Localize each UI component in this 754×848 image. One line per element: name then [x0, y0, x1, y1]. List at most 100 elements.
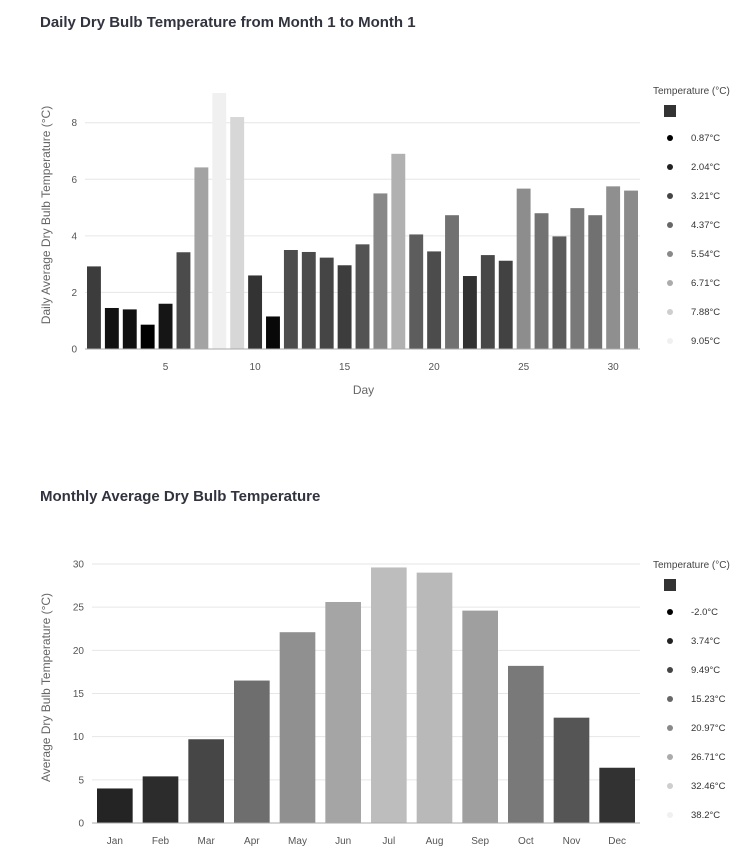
bar	[498, 260, 513, 349]
y-tick-label: 6	[71, 175, 77, 186]
legend-symbol	[667, 193, 673, 199]
x-tick-label: Mar	[198, 836, 216, 847]
bar	[301, 251, 316, 349]
legend-symbol	[667, 667, 673, 673]
legend-label: 0.87°C	[691, 133, 720, 144]
y-tick-label: 0	[78, 819, 84, 830]
legend-title: Temperature (°C)	[653, 560, 730, 571]
bar	[337, 265, 352, 349]
bar	[283, 249, 298, 349]
bar	[212, 93, 227, 349]
legend-label: 20.97°C	[691, 723, 726, 734]
legend-symbol	[667, 164, 673, 170]
x-tick-label: Feb	[152, 836, 170, 847]
x-tick-label: Jul	[382, 836, 395, 847]
bar	[606, 186, 621, 349]
legend-label: 3.21°C	[691, 191, 720, 202]
x-tick-label: Sep	[471, 836, 489, 847]
bar	[279, 632, 316, 823]
bar	[140, 324, 155, 349]
y-tick-label: 15	[73, 689, 85, 700]
x-tick-label: 30	[608, 362, 620, 373]
bar	[355, 244, 370, 349]
y-axis-title: Average Dry Bulb Temperature (°C)	[39, 593, 53, 782]
legend-symbol	[667, 725, 673, 731]
y-tick-label: 2	[71, 288, 77, 299]
legend-symbol	[667, 696, 673, 702]
x-tick-label: Nov	[563, 836, 581, 847]
bar	[391, 153, 406, 349]
bar	[371, 567, 407, 823]
legend-label: 9.49°C	[691, 665, 720, 676]
bar	[248, 275, 263, 349]
legend: Temperature (°C) 0.87°C 2.04°C 3.21°C 4.37°C…	[653, 86, 730, 347]
bar	[599, 767, 635, 823]
legend-symbol	[667, 280, 673, 286]
bar	[552, 236, 567, 349]
bar	[104, 307, 119, 349]
legend-symbol	[667, 135, 673, 141]
bar	[534, 213, 549, 349]
y-tick-label: 0	[71, 345, 77, 356]
legend-label: 5.54°C	[691, 249, 720, 260]
legend-label: 9.05°C	[691, 336, 720, 347]
legend-title: Temperature (°C)	[653, 86, 730, 97]
bar	[445, 215, 459, 349]
bar	[97, 788, 133, 823]
legend-color-swatch	[664, 579, 676, 591]
bar	[194, 167, 209, 349]
y-tick-label: 8	[71, 118, 77, 129]
y-tick-label: 30	[73, 560, 85, 571]
bar	[516, 188, 531, 349]
legend-label: 15.23°C	[691, 694, 726, 705]
monthly-temperature-chart: Monthly Average Dry Bulb Temperature 0 5 1…	[0, 474, 754, 848]
bar	[427, 251, 442, 349]
legend-symbol	[667, 609, 673, 615]
x-tick-label: Aug	[426, 836, 444, 847]
x-tick-label: 25	[518, 362, 530, 373]
legend-label: 2.04°C	[691, 162, 720, 173]
bar	[553, 717, 590, 823]
y-tick-label: 10	[73, 732, 85, 743]
legend-symbol	[667, 754, 673, 760]
bar	[416, 572, 453, 823]
legend-symbol	[667, 812, 673, 818]
y-tick-label: 25	[73, 603, 85, 614]
legend-label: -2.0°C	[691, 607, 718, 618]
bar	[462, 610, 498, 823]
x-tick-label: Jan	[107, 836, 123, 847]
daily-chart-svg: 0 2 4 6 8 5 10 15 20 25 30 Day Daily Average Dry Bul…	[39, 86, 730, 397]
y-tick-label: 4	[71, 231, 77, 242]
legend-symbol	[667, 309, 673, 315]
y-axis-title: Daily Average Dry Bulb Temperature (°C)	[39, 106, 53, 324]
legend-label: 3.74°C	[691, 636, 720, 647]
legend-label: 32.46°C	[691, 781, 726, 792]
legend-label: 38.2°C	[691, 810, 720, 821]
monthly-chart-svg: 0 5 10 15 20 25 30 Jan Feb Mar Apr May Jun Jul Aug Sep O…	[39, 560, 730, 848]
bar	[142, 776, 179, 823]
legend-symbol	[667, 251, 673, 257]
bar	[234, 680, 270, 823]
x-tick-label: 10	[250, 362, 262, 373]
x-tick-label: 15	[339, 362, 351, 373]
legend: Temperature (°C) -2.0°C 3.74°C 9.49°C 15.23°…	[653, 560, 730, 821]
bar	[266, 316, 280, 349]
bar	[176, 252, 191, 349]
bar	[188, 739, 224, 823]
y-tick-label: 20	[73, 646, 85, 657]
y-tick-label: 5	[78, 775, 84, 786]
bar	[570, 208, 585, 349]
x-tick-label: Dec	[608, 836, 626, 847]
x-tick-label: 5	[163, 362, 169, 373]
bar	[409, 234, 424, 349]
x-axis-title: Day	[353, 383, 374, 397]
bar	[588, 215, 603, 349]
x-tick-label: 20	[429, 362, 441, 373]
bar	[325, 601, 361, 823]
legend-color-swatch	[664, 105, 676, 117]
bar	[508, 665, 544, 823]
x-tick-label: Jun	[335, 836, 351, 847]
legend-label: 26.71°C	[691, 752, 726, 763]
x-tick-label: Apr	[244, 836, 260, 847]
legend-symbol	[667, 338, 673, 344]
